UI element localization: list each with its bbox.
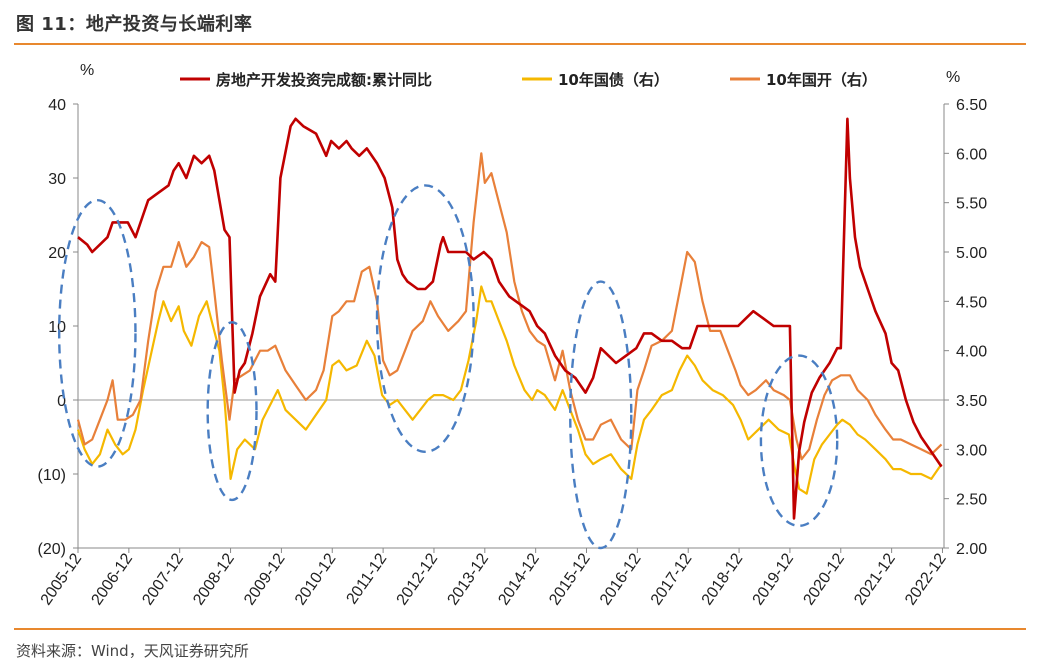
x-tick-label: 2018-12 — [699, 550, 747, 608]
figure-title: 图 11：地产投资与长端利率 — [16, 14, 253, 35]
series-group — [76, 117, 943, 520]
dashed-ellipse — [57, 198, 137, 468]
right-tick-label: 3.50 — [956, 393, 987, 410]
left-tick-label: 40 — [48, 97, 66, 114]
x-tick-label: 2014-12 — [495, 550, 543, 608]
right-tick-label: 6.00 — [956, 146, 987, 163]
annotation-group — [57, 184, 839, 550]
dashed-ellipse — [375, 184, 475, 454]
x-tick-label: 2005-12 — [38, 550, 86, 608]
right-tick-label: 2.50 — [956, 492, 987, 509]
right-axis: 6.50 6.00 5.50 5.00 4.50 4.00 3.50 3.00 2.50 2.00 — [943, 97, 987, 558]
legend: 房地产开发投资完成额:累计同比 10年国债（右） 10年国开（右） — [180, 71, 877, 89]
right-tick-label: 5.50 — [956, 196, 987, 213]
series-line-1 — [77, 117, 943, 520]
right-tick-label: 5.00 — [956, 245, 987, 262]
x-tick-label: 2009-12 — [241, 550, 289, 608]
right-tick-label: 4.00 — [956, 344, 987, 361]
dashed-ellipse — [569, 280, 633, 550]
source-divider — [14, 628, 1026, 630]
right-tick-label: 2.00 — [956, 541, 987, 558]
right-tick-label: 3.00 — [956, 442, 987, 459]
right-tick-label: 6.50 — [956, 97, 987, 114]
chart-svg: 房地产开发投资完成额:累计同比 10年国债（右） 10年国开（右） % % 40 30… — [38, 62, 988, 608]
left-tick-label: 20 — [48, 245, 66, 262]
dashed-ellipse — [206, 321, 258, 502]
legend-label-3: 10年国开（右） — [766, 71, 877, 89]
x-tick-label: 2012-12 — [394, 550, 442, 608]
legend-label-2: 10年国债（右） — [558, 71, 669, 89]
left-axis: 40 30 20 10 0 (10) (20) — [38, 97, 79, 558]
x-tick-label: 2006-12 — [89, 550, 137, 608]
x-tick-label: 2008-12 — [190, 550, 238, 608]
x-tick-label: 2015-12 — [546, 550, 594, 608]
left-axis-unit: % — [80, 62, 94, 79]
title-divider — [14, 43, 1026, 45]
x-tick-label: 2011-12 — [343, 550, 390, 607]
left-tick-label: 30 — [48, 171, 66, 188]
x-tick-label: 2020-12 — [800, 550, 848, 608]
source-note: 资料来源：Wind，天风证券研究所 — [16, 642, 249, 660]
x-axis: 2005-12 2006-12 2007-12 2008-12 2009-12 2010-… — [38, 547, 950, 608]
series-line-3 — [76, 152, 943, 461]
right-tick-label: 4.50 — [956, 294, 987, 311]
x-tick-label: 2010-12 — [292, 550, 340, 608]
left-tick-label: 10 — [48, 319, 66, 336]
x-tick-label: 2022-12 — [902, 550, 950, 608]
dashed-ellipse — [759, 354, 839, 528]
x-tick-label: 2021-12 — [851, 550, 899, 608]
left-tick-label: 0 — [57, 393, 66, 410]
left-tick-label: (10) — [38, 467, 66, 484]
x-tick-label: 2007-12 — [139, 550, 187, 608]
x-tick-label: 2017-12 — [648, 550, 696, 608]
legend-label-1: 房地产开发投资完成额:累计同比 — [216, 71, 432, 89]
x-tick-label: 2013-12 — [444, 550, 492, 608]
x-tick-label: 2019-12 — [750, 550, 798, 608]
right-axis-unit: % — [946, 69, 960, 86]
x-tick-label: 2016-12 — [597, 550, 645, 608]
left-tick-label: (20) — [38, 541, 66, 558]
